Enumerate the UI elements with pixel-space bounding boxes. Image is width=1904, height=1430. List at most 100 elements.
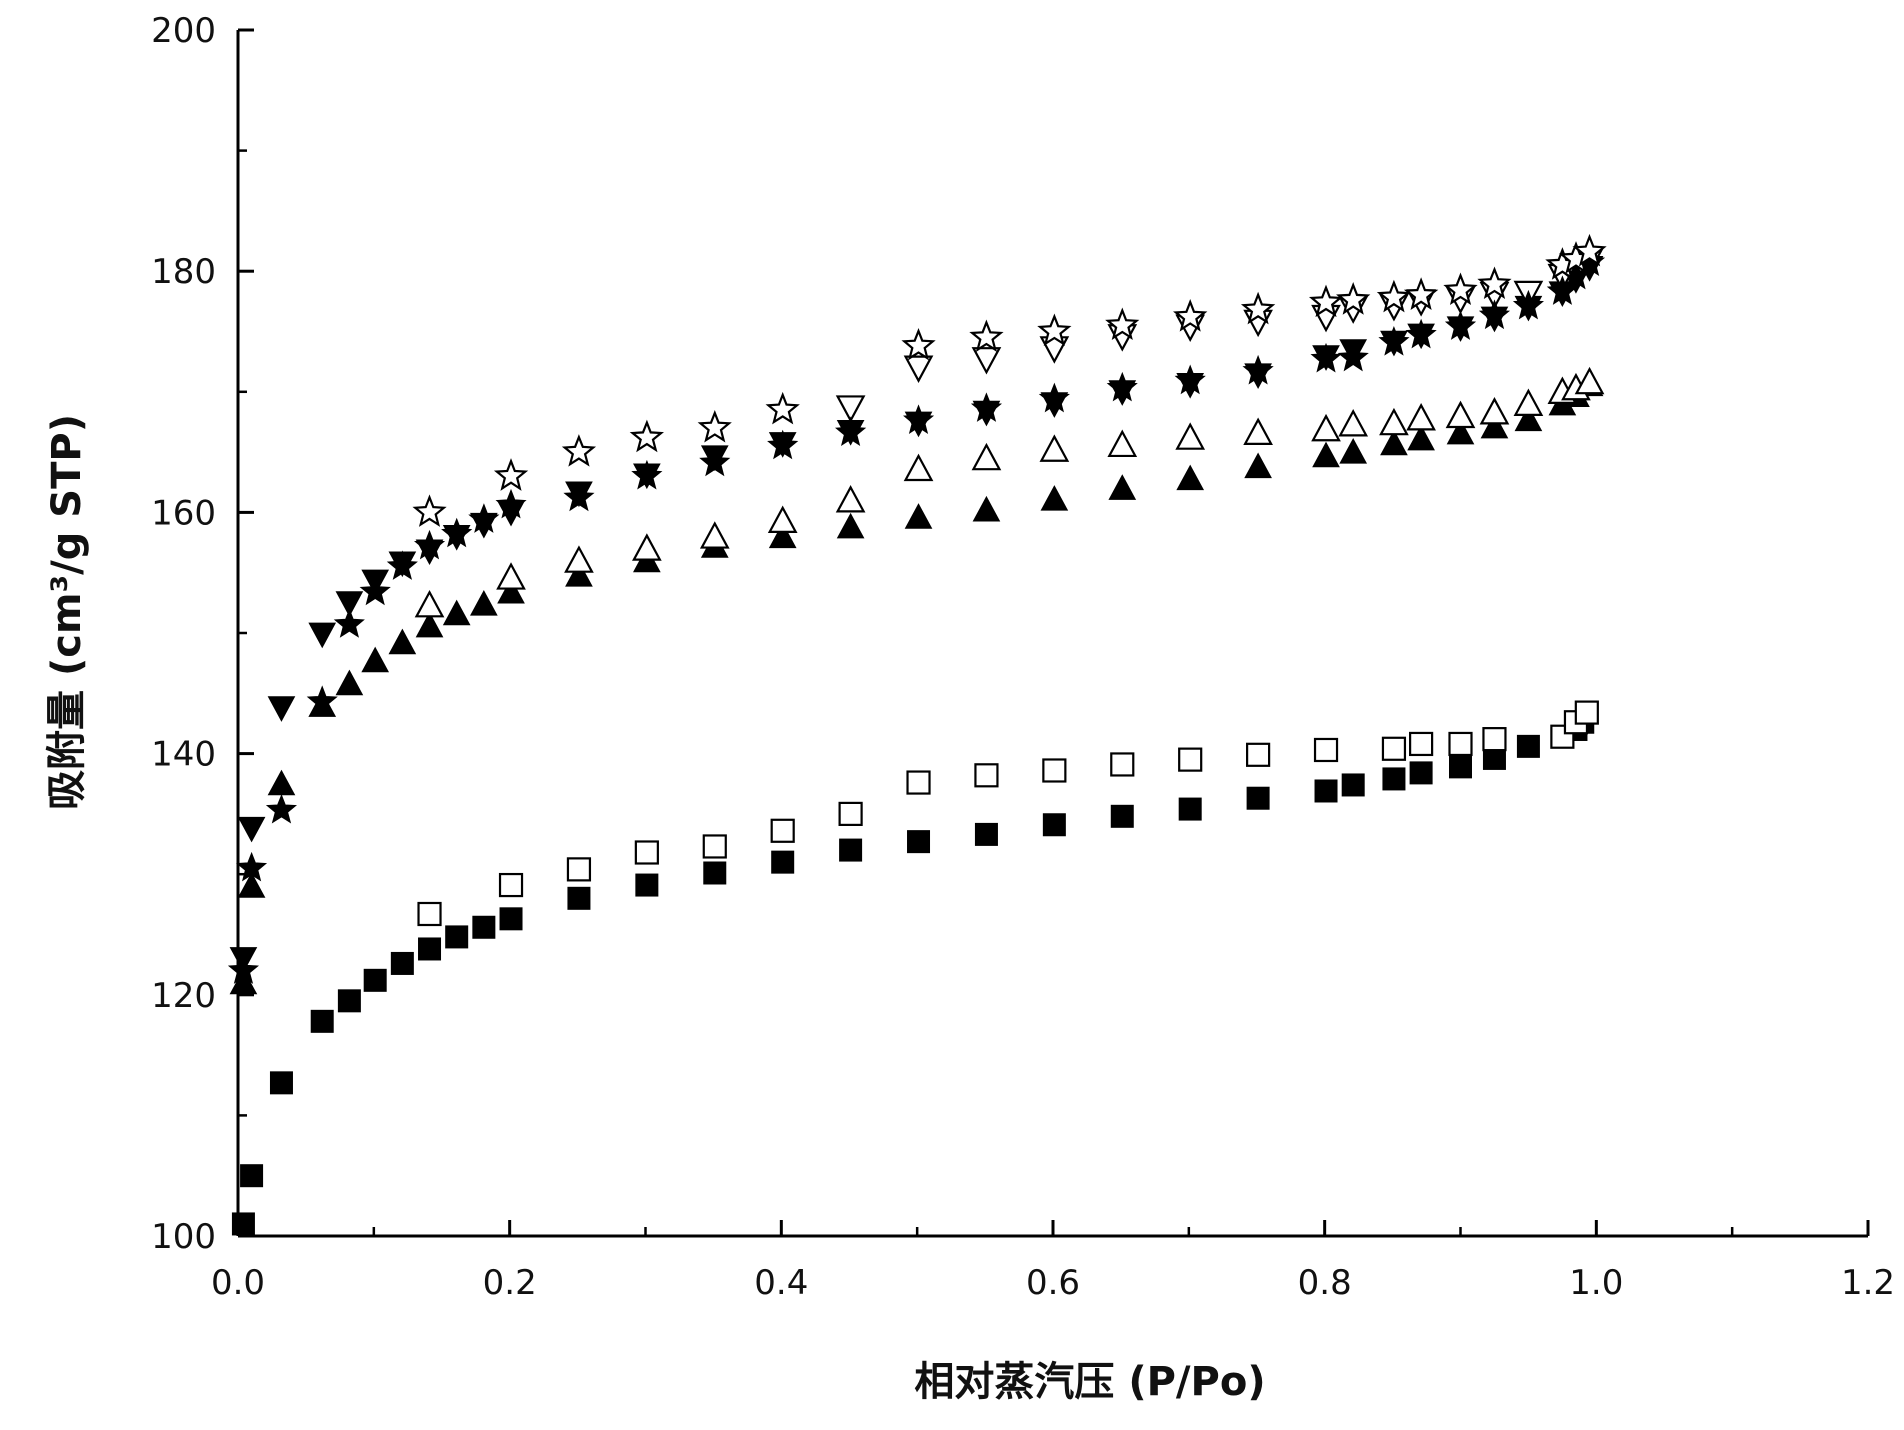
open-star-marker <box>765 391 800 425</box>
open-square-marker <box>634 840 659 865</box>
filled-square-marker <box>974 822 998 846</box>
filled-triangle-up-marker <box>768 522 797 549</box>
open-square-marker <box>498 872 524 898</box>
filled-triangle-up-marker <box>836 512 865 539</box>
filled-star-marker <box>441 517 473 548</box>
filled-star-marker <box>1478 299 1511 330</box>
filled-square-marker <box>445 925 469 949</box>
open-star-marker <box>1336 282 1371 315</box>
open-star-marker <box>1037 313 1072 347</box>
y-tick-label: 120 <box>151 976 216 1016</box>
filled-star-marker <box>227 954 259 984</box>
open-triangle-up-marker <box>1107 429 1138 458</box>
x-tick-label: 0.4 <box>754 1263 808 1303</box>
filled-triangle-up-marker <box>1244 452 1272 479</box>
open-triangle-up-marker <box>1243 417 1273 445</box>
filled-star-marker <box>359 575 391 606</box>
open-star-marker <box>1477 266 1512 300</box>
filled-square-marker <box>1110 804 1134 828</box>
series-open-square <box>417 700 1599 927</box>
filled-star-marker <box>767 429 799 460</box>
filled-square-marker <box>231 1212 255 1236</box>
filled-square-marker <box>337 989 361 1013</box>
axes <box>236 30 1868 1238</box>
filled-star-marker <box>1405 318 1437 349</box>
x-tick-label: 0.2 <box>483 1263 537 1303</box>
filled-square-marker <box>907 830 931 854</box>
open-square-marker <box>1246 742 1271 767</box>
filled-square-marker <box>390 951 414 975</box>
filled-square-marker <box>703 861 727 885</box>
open-star-marker <box>1403 277 1439 310</box>
open-star-marker <box>901 327 936 361</box>
open-triangle-up-marker <box>903 453 934 482</box>
filled-star-marker <box>468 503 500 533</box>
filled-square-marker <box>499 907 523 931</box>
filled-square-marker <box>1341 773 1365 797</box>
y-tick-label: 180 <box>151 252 216 292</box>
filled-star-marker <box>386 550 418 580</box>
filled-square-marker <box>1314 779 1338 803</box>
open-star-marker <box>493 458 529 491</box>
filled-star-marker <box>834 416 867 447</box>
open-triangle-up-marker <box>1406 403 1436 431</box>
open-triangle-down-marker <box>835 395 866 423</box>
open-square-marker <box>1313 737 1339 763</box>
filled-square-marker <box>1042 813 1066 837</box>
open-triangle-down-marker <box>971 347 1002 375</box>
filled-triangle-up-marker <box>442 599 471 626</box>
filled-star-marker <box>1310 342 1342 373</box>
open-star-marker <box>412 494 447 527</box>
filled-triangle-up-marker <box>470 590 498 616</box>
filled-star-marker <box>563 481 595 512</box>
y-tick-label: 200 <box>151 11 216 51</box>
open-triangle-up-marker <box>971 442 1002 471</box>
filled-triangle-up-marker <box>267 769 296 796</box>
open-triangle-up-marker <box>414 589 445 618</box>
filled-star-marker <box>1512 289 1545 320</box>
filled-star-marker <box>1378 326 1410 356</box>
filled-star-marker <box>631 459 663 490</box>
filled-star-marker <box>414 529 446 560</box>
open-triangle-up-marker <box>1379 407 1409 436</box>
open-triangle-up-marker <box>1445 400 1476 429</box>
series-filled-triangle-up <box>229 370 1604 995</box>
y-tick-label: 160 <box>151 493 216 533</box>
open-star-marker <box>629 419 664 453</box>
open-triangle-up-marker <box>564 545 594 573</box>
filled-triangle-up-marker <box>972 495 1001 522</box>
open-star-marker <box>561 434 597 467</box>
open-square-marker <box>1409 731 1434 757</box>
filled-square-marker <box>567 886 591 910</box>
filled-triangle-up-marker <box>237 872 266 898</box>
open-triangle-up-marker <box>835 485 866 513</box>
open-triangle-up-marker <box>699 521 730 549</box>
filled-triangle-down-marker <box>267 696 296 722</box>
open-square-marker <box>1178 747 1203 772</box>
x-tick-label: 0.6 <box>1026 1263 1080 1303</box>
filled-star-marker <box>306 685 338 716</box>
open-square-marker <box>1448 731 1473 757</box>
open-square-marker <box>417 901 442 927</box>
filled-square-marker <box>1178 797 1202 821</box>
filled-triangle-up-marker <box>1407 424 1435 451</box>
filled-triangle-up-marker <box>904 503 933 529</box>
open-triangle-up-marker <box>1479 396 1510 425</box>
open-square-marker <box>770 818 795 843</box>
x-tick-label: 1.2 <box>1841 1263 1895 1303</box>
filled-star-marker <box>699 446 731 477</box>
open-star-marker <box>1443 272 1478 306</box>
filled-square-marker <box>1382 767 1406 791</box>
filled-triangle-down-marker <box>308 622 337 649</box>
filled-star-marker <box>235 851 268 882</box>
filled-square-marker <box>1246 786 1270 810</box>
filled-triangle-up-marker <box>497 577 525 604</box>
open-triangle-up-marker <box>1338 409 1369 437</box>
series-open-triangle-up <box>414 366 1605 618</box>
filled-square-marker <box>363 968 387 992</box>
filled-triangle-up-marker <box>1312 441 1340 468</box>
filled-square-marker <box>418 937 442 961</box>
open-square-marker <box>1482 727 1507 752</box>
